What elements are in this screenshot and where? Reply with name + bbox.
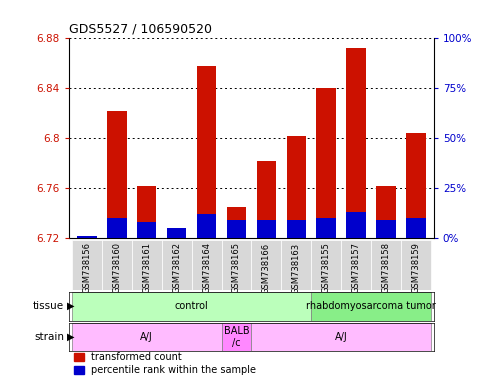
Bar [137, 186, 156, 238]
Bar [406, 133, 425, 238]
Bar [376, 220, 396, 238]
Text: GSM738163: GSM738163 [292, 243, 301, 294]
Bar [311, 292, 431, 321]
Bar [311, 240, 341, 290]
Bar [162, 240, 192, 290]
Bar [347, 212, 366, 238]
Text: GSM738162: GSM738162 [172, 243, 181, 293]
Bar [371, 240, 401, 290]
Text: BALB
/c: BALB /c [224, 326, 249, 348]
Bar [317, 88, 336, 238]
Text: GSM738165: GSM738165 [232, 243, 241, 293]
Bar [77, 235, 97, 238]
Bar [317, 218, 336, 238]
Text: GDS5527 / 106590520: GDS5527 / 106590520 [69, 23, 212, 36]
Bar [376, 186, 396, 238]
Text: control: control [175, 301, 209, 311]
Bar [107, 218, 127, 238]
Bar [257, 161, 276, 238]
Text: A/J: A/J [141, 332, 153, 342]
Text: GSM738160: GSM738160 [112, 243, 121, 293]
Legend: transformed count, percentile rank within the sample: transformed count, percentile rank withi… [74, 353, 256, 375]
Bar [72, 323, 221, 351]
Bar [257, 220, 276, 238]
Bar [72, 240, 102, 290]
Text: strain: strain [34, 332, 64, 342]
Bar [221, 323, 251, 351]
Text: ▶: ▶ [67, 301, 74, 311]
Bar [286, 220, 306, 238]
Text: GSM738164: GSM738164 [202, 243, 211, 293]
Text: ▶: ▶ [67, 332, 74, 342]
Bar [192, 240, 221, 290]
Text: rhabdomyosarcoma tumor: rhabdomyosarcoma tumor [306, 301, 436, 311]
Bar [167, 233, 186, 238]
Bar [227, 220, 246, 238]
Bar [197, 214, 216, 238]
Bar [107, 111, 127, 238]
Bar [251, 240, 282, 290]
Bar [227, 207, 246, 238]
Text: GSM738157: GSM738157 [352, 243, 360, 293]
Text: A/J: A/J [335, 332, 348, 342]
Bar [286, 136, 306, 238]
Bar [132, 240, 162, 290]
Text: GSM738156: GSM738156 [82, 243, 92, 293]
Bar [137, 222, 156, 238]
Bar [251, 323, 431, 351]
Text: GSM738159: GSM738159 [411, 243, 421, 293]
Text: GSM738166: GSM738166 [262, 243, 271, 294]
Text: tissue: tissue [33, 301, 64, 311]
Bar [401, 240, 431, 290]
Text: GSM738158: GSM738158 [382, 243, 390, 293]
Bar [341, 240, 371, 290]
Bar [221, 240, 251, 290]
Bar [77, 236, 97, 238]
Bar [102, 240, 132, 290]
Bar [282, 240, 311, 290]
Text: GSM738155: GSM738155 [322, 243, 331, 293]
Text: GSM738161: GSM738161 [142, 243, 151, 293]
Bar [167, 228, 186, 238]
Bar [197, 66, 216, 238]
Bar [347, 48, 366, 238]
Bar [72, 292, 311, 321]
Bar [406, 218, 425, 238]
